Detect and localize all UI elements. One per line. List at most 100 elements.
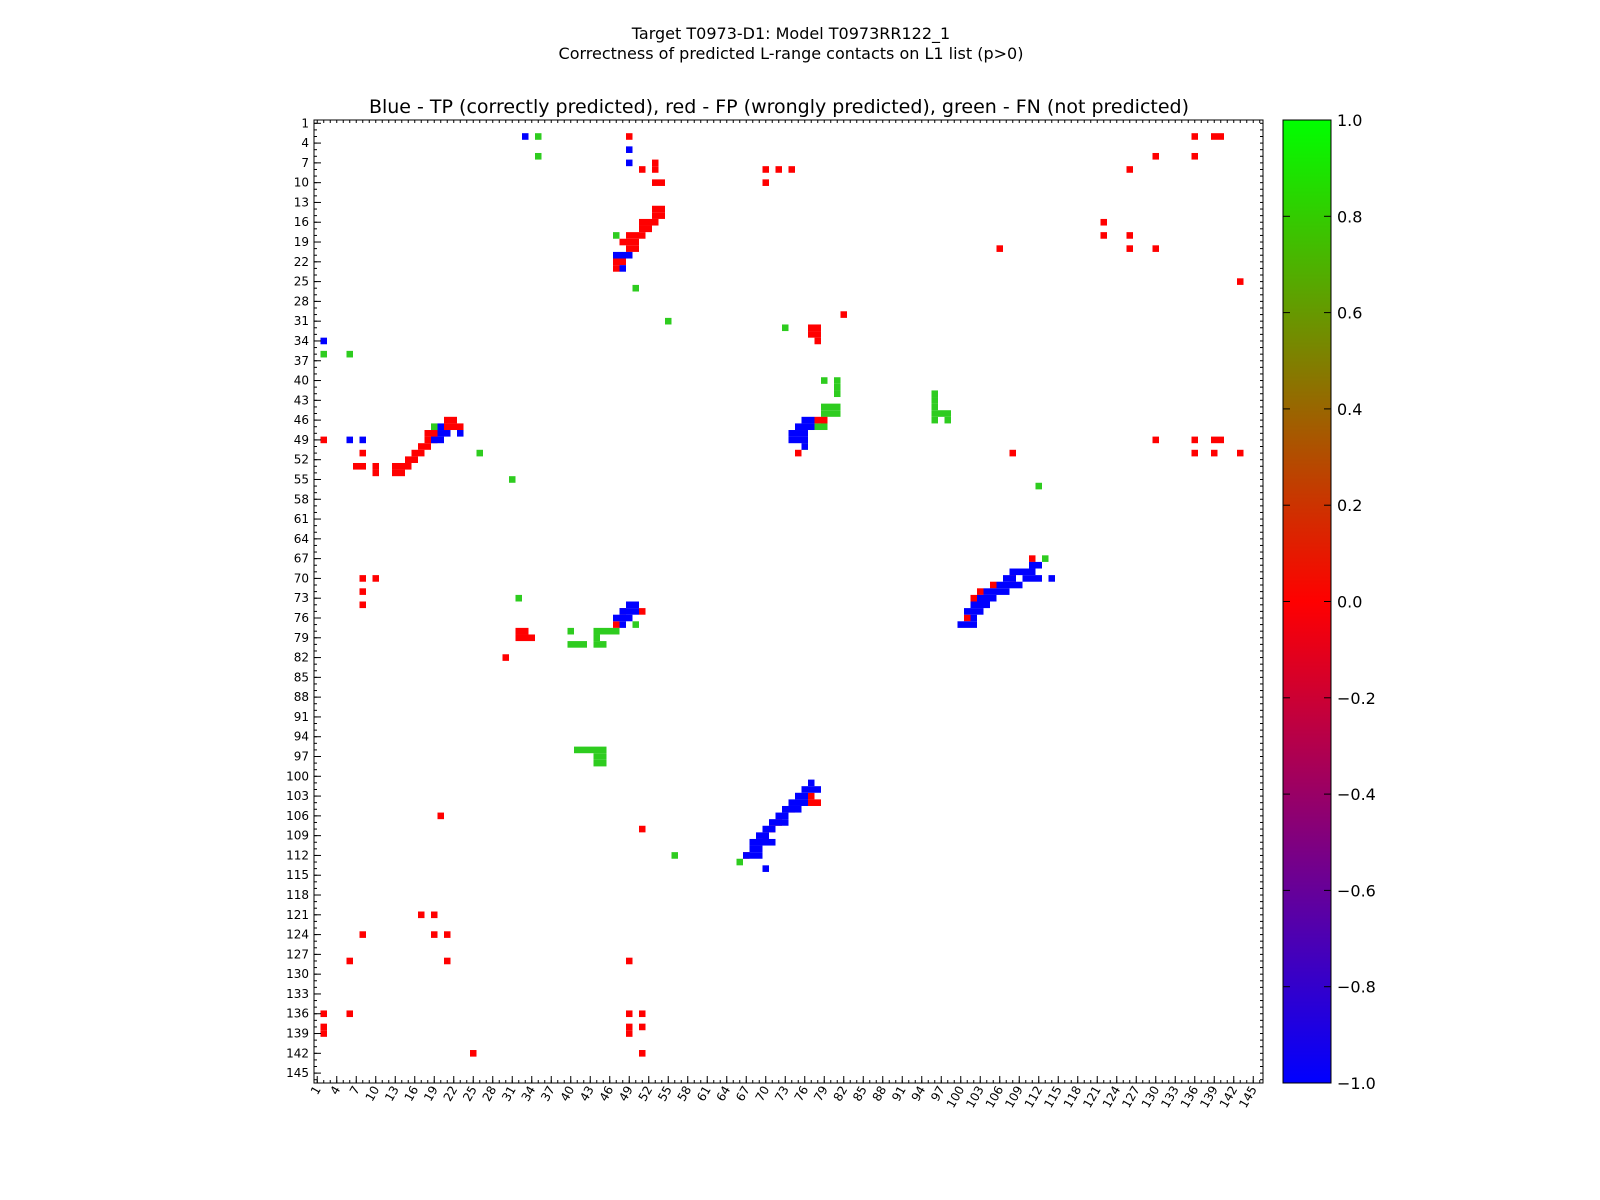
y-tick-label: 13 [294,195,309,209]
contact-point-tp [632,608,639,615]
contact-point-fn [938,410,945,417]
plot-subtitle: Blue - TP (correctly predicted), red - F… [369,96,1189,118]
contact-point-tp [1009,581,1016,589]
y-tick-label: 61 [294,512,309,526]
contact-point-fp [1211,133,1218,140]
contact-point-fp [431,931,438,938]
x-tick-label: 85 [850,1084,870,1104]
contact-point-tp [1035,575,1042,582]
x-tick-label: 139 [1197,1084,1221,1111]
y-tick-label: 127 [286,947,309,961]
contact-point-fp [392,462,399,470]
contact-point-fp [645,225,652,233]
x-tick-label: 49 [616,1084,636,1104]
x-tick-label: 64 [714,1084,734,1104]
contact-point-fp [652,218,659,226]
plot-background [314,120,1263,1083]
contact-point-fp [431,430,438,437]
y-tick-label: 73 [294,591,309,605]
x-tick-label: 37 [538,1084,558,1104]
plot-frame [313,119,1264,1084]
contact-point-tp [801,430,808,437]
contact-point-tp [775,819,782,826]
contact-point-fn [600,753,607,760]
contact-point-fn [736,858,743,866]
y-tick-label: 19 [294,235,309,249]
contact-point-tp [756,845,763,853]
x-tick-label: 112 [1022,1084,1046,1111]
contact-point-fp [320,1010,327,1018]
x-tick-label: 46 [597,1084,617,1104]
contact-point-tp [1003,581,1010,589]
contact-point-fp [502,654,509,661]
contact-point-tp [957,621,964,628]
contact-point-fp [346,957,353,965]
contact-point-fp [658,212,665,219]
contact-point-tp [756,832,763,839]
contact-point-tp [970,601,977,609]
contact-point-fp [444,957,451,965]
x-tick-label: 145 [1236,1084,1260,1111]
y-tick-label: 142 [286,1046,309,1060]
contact-point-tp [1035,561,1042,569]
contact-point-fp [626,238,633,246]
contact-point-fp [619,258,626,266]
contact-point-fp [418,449,425,457]
y-tick-label: 100 [286,769,309,783]
y-tick-label: 124 [286,928,309,942]
x-tick-label: 61 [694,1084,714,1104]
x-tick-label: 97 [928,1084,948,1104]
contact-point-fp [444,423,451,431]
contact-point-fn [600,627,607,635]
contact-point-tp [522,133,529,140]
colorbar-tick-label: −0.2 [1337,689,1376,708]
contact-point-tp [749,852,756,859]
contact-point-fp [522,627,529,635]
contact-point-fp [450,423,457,431]
contact-point-tp [613,251,620,259]
contact-point-tp [801,792,808,800]
contact-point-fn [944,416,951,424]
contact-point-fn [580,641,587,648]
y-tick-label: 22 [294,255,309,269]
contact-point-fp [990,581,997,589]
y-tick-label: 40 [294,374,309,388]
y-tick-label: 1 [301,116,309,130]
contact-point-fp [626,1030,633,1037]
contact-point-fp [645,218,652,226]
contact-point-fn [535,152,542,160]
contact-point-tp [437,430,444,437]
contact-point-fp [808,792,815,800]
contact-point-fn [515,594,522,602]
x-tick-label: 121 [1080,1084,1104,1111]
contact-point-tp [619,614,626,622]
contact-point-fp [652,212,659,219]
contact-point-tp [749,845,756,853]
contact-point-fp [814,416,821,424]
contact-point-fp [359,931,366,938]
contact-point-fn [821,377,828,384]
contact-point-tp [970,621,977,628]
contact-point-tp [749,838,756,846]
contact-point-tp [782,805,789,813]
contact-point-tp [1029,575,1036,582]
contact-point-tp [801,436,808,444]
y-tick-label: 4 [301,136,309,150]
contact-point-tp [762,825,769,833]
contact-point-fp [522,634,529,642]
contact-point-tp [626,614,633,622]
contact-point-tp [626,608,633,615]
contact-point-fp [626,133,633,140]
contact-point-fp [320,1030,327,1037]
contact-point-tp [801,786,808,793]
contact-point-tp [1022,575,1029,582]
contact-point-fp [424,430,431,437]
contact-point-fp [652,205,659,213]
contact-point-tp [977,594,984,602]
contact-point-tp [1009,568,1016,576]
contact-point-fp [626,1010,633,1018]
contact-point-tp [808,786,815,793]
y-tick-label: 94 [294,730,309,744]
y-tick-label: 25 [294,275,309,289]
contact-point-fn [600,746,607,754]
